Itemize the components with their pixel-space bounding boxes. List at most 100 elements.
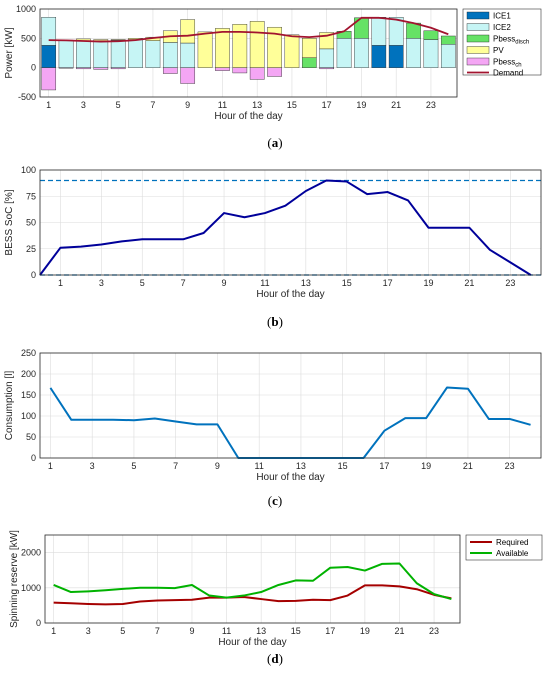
bar-pv xyxy=(249,21,265,68)
series-line xyxy=(39,179,532,276)
x-tick-label: 13 xyxy=(256,626,266,636)
x-tick-label: 13 xyxy=(252,100,262,110)
series-line-available xyxy=(53,562,452,601)
x-tick-label: 17 xyxy=(325,626,335,636)
plot-area xyxy=(40,9,457,97)
y-axis-label: Consumption [l] xyxy=(4,371,15,441)
y-tick-label: 0 xyxy=(31,270,36,280)
legend-label: ICE1 xyxy=(493,12,511,21)
x-tick-label: 15 xyxy=(338,461,348,471)
bar-ice2 xyxy=(41,17,57,46)
y-tick-label: 0 xyxy=(31,453,36,463)
demand-line xyxy=(48,16,449,43)
legend-box xyxy=(465,534,543,561)
y-axis-label: Power [kW] xyxy=(4,27,15,78)
x-axis-label: Hour of the day xyxy=(256,289,324,300)
x-tick-label: 21 xyxy=(463,461,473,471)
x-tick-label: 15 xyxy=(291,626,301,636)
x-tick-label: 7 xyxy=(181,278,186,288)
panel-caption: (c) xyxy=(268,493,282,508)
x-axis-label: Hour of the day xyxy=(214,111,282,122)
x-tick-label: 17 xyxy=(322,100,332,110)
y-tick-label: 200 xyxy=(21,369,36,379)
x-tick-label: 9 xyxy=(189,626,194,636)
y-tick-label: 250 xyxy=(21,348,36,358)
bar-ice2 xyxy=(180,42,196,68)
bar-ice2 xyxy=(354,38,369,68)
y-tick-label: 100 xyxy=(21,411,36,421)
x-tick-label: 21 xyxy=(394,626,404,636)
x-tick-label: 21 xyxy=(391,100,401,110)
legend-swatch xyxy=(466,34,490,43)
bar-ice2 xyxy=(406,38,421,68)
y-tick-label: 1000 xyxy=(21,583,41,593)
x-axis-label: Hour of the day xyxy=(256,472,324,483)
legend-swatch xyxy=(466,46,490,54)
bar-pbess-ch xyxy=(267,67,282,77)
x-tick-label: 19 xyxy=(356,100,366,110)
x-tick-label: 5 xyxy=(140,278,145,288)
bar-pbess-disch xyxy=(440,35,456,45)
x-tick-label: 23 xyxy=(505,461,515,471)
x-tick-label: 9 xyxy=(185,100,190,110)
x-tick-label: 23 xyxy=(426,100,436,110)
panel-caption: (a) xyxy=(267,135,282,150)
y-tick-label: 50 xyxy=(26,218,36,228)
x-tick-label: 1 xyxy=(58,278,63,288)
x-tick-label: 15 xyxy=(287,100,297,110)
bar-ice2 xyxy=(162,42,178,68)
bar-ice2 xyxy=(319,48,335,68)
bar-pv xyxy=(284,34,300,68)
x-tick-label: 17 xyxy=(379,461,389,471)
y-tick-label: 25 xyxy=(26,244,36,254)
legend-label: Pbessdisch xyxy=(493,35,529,46)
x-axis-label: Hour of the day xyxy=(218,637,286,648)
x-tick-label: 9 xyxy=(215,461,220,471)
x-tick-label: 5 xyxy=(120,626,125,636)
x-tick-label: 9 xyxy=(222,278,227,288)
y-tick-label: 0 xyxy=(36,618,41,628)
x-tick-label: 7 xyxy=(150,100,155,110)
bar-pbess-disch xyxy=(423,30,439,40)
bar-ice2 xyxy=(440,44,456,68)
bar-pbess-disch xyxy=(406,22,421,39)
y-tick-label: 2000 xyxy=(21,548,41,558)
bar-ice2 xyxy=(336,38,352,68)
x-tick-label: 11 xyxy=(222,626,231,636)
x-tick-label: 15 xyxy=(342,278,352,288)
axes-frame xyxy=(39,352,542,459)
y-tick-label: -500 xyxy=(18,92,36,102)
bar-pbess-ch xyxy=(215,67,230,71)
legend-label: Required xyxy=(496,538,528,547)
x-tick-label: 3 xyxy=(99,278,104,288)
bar-ice1 xyxy=(388,45,404,68)
bar-ice2 xyxy=(128,39,143,68)
legend-label: Demand xyxy=(493,69,523,78)
y-tick-label: 150 xyxy=(21,390,36,400)
x-tick-label: 13 xyxy=(301,278,311,288)
x-tick-label: 11 xyxy=(255,461,264,471)
y-tick-label: 500 xyxy=(21,33,36,43)
legend-label: Available xyxy=(496,549,529,558)
bar-pbess-ch xyxy=(110,67,126,70)
bar-pbess-ch xyxy=(76,67,91,70)
x-tick-label: 7 xyxy=(155,626,160,636)
legend-label: ICE2 xyxy=(493,23,511,32)
bar-pbess-ch xyxy=(41,67,57,91)
x-tick-label: 1 xyxy=(51,626,56,636)
axes-frame xyxy=(44,534,461,624)
x-tick-label: 1 xyxy=(46,100,51,110)
bar-pbess-ch xyxy=(249,67,265,80)
bar-pbess-ch xyxy=(232,67,248,74)
bar-pv xyxy=(197,31,213,68)
bar-ice2 xyxy=(423,39,439,68)
bar-pv xyxy=(301,38,317,58)
legend-swatch xyxy=(466,11,490,20)
x-tick-label: 3 xyxy=(86,626,91,636)
plot-area xyxy=(45,535,460,623)
bar-pv xyxy=(180,19,196,44)
